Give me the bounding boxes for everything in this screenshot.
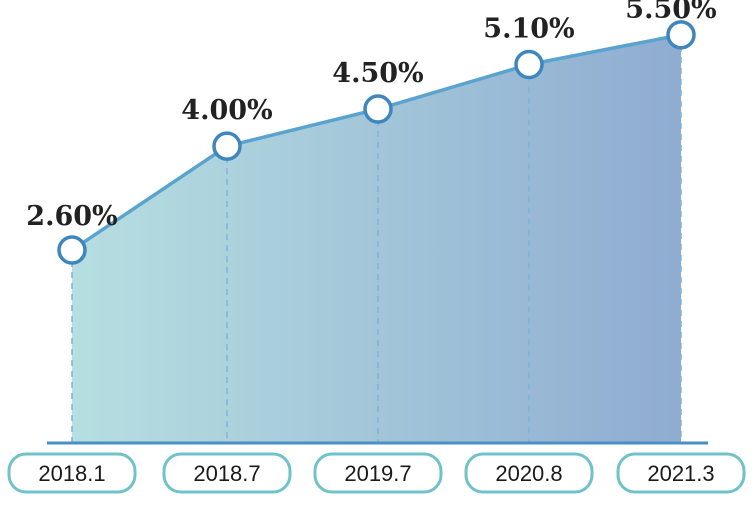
category-box [464,452,594,494]
category-box [162,452,292,494]
point-2018.7 [212,131,242,161]
category-box [313,452,443,494]
category-box [616,452,746,494]
point-markers [57,20,696,265]
category-2021.3: 2021.3 [616,452,746,494]
data-labels: 2.60% 4.00% 4.50% 5.10% 5.50% [26,0,716,232]
drop-lines [71,34,682,443]
point-2020.8 [514,49,544,80]
category-2020.8: 2020.8 [464,452,594,494]
category-2019.7: 2019.7 [313,452,443,494]
category-label: 2021.3 [647,461,714,486]
data-label-2020.8: 5.10% [483,14,574,45]
category-labels: 2018.1 2018.7 2019.7 2020.8 2021.3 [7,452,746,494]
category-label: 2019.7 [344,461,411,486]
point-2019.7 [363,94,393,124]
category-box [7,452,137,494]
point-2018.1 [57,235,87,265]
category-label: 2018.7 [193,461,260,486]
data-label-2018.1: 2.60% [26,201,117,232]
category-2018.1: 2018.1 [7,452,137,494]
category-2018.7: 2018.7 [162,452,292,494]
category-label: 2020.8 [495,461,562,486]
data-label-2021.3: 5.50% [625,0,716,25]
data-label-2018.7: 4.00% [181,95,272,126]
category-label: 2018.1 [38,461,105,486]
data-label-2019.7: 4.50% [332,58,423,89]
point-2021.3 [666,20,696,50]
